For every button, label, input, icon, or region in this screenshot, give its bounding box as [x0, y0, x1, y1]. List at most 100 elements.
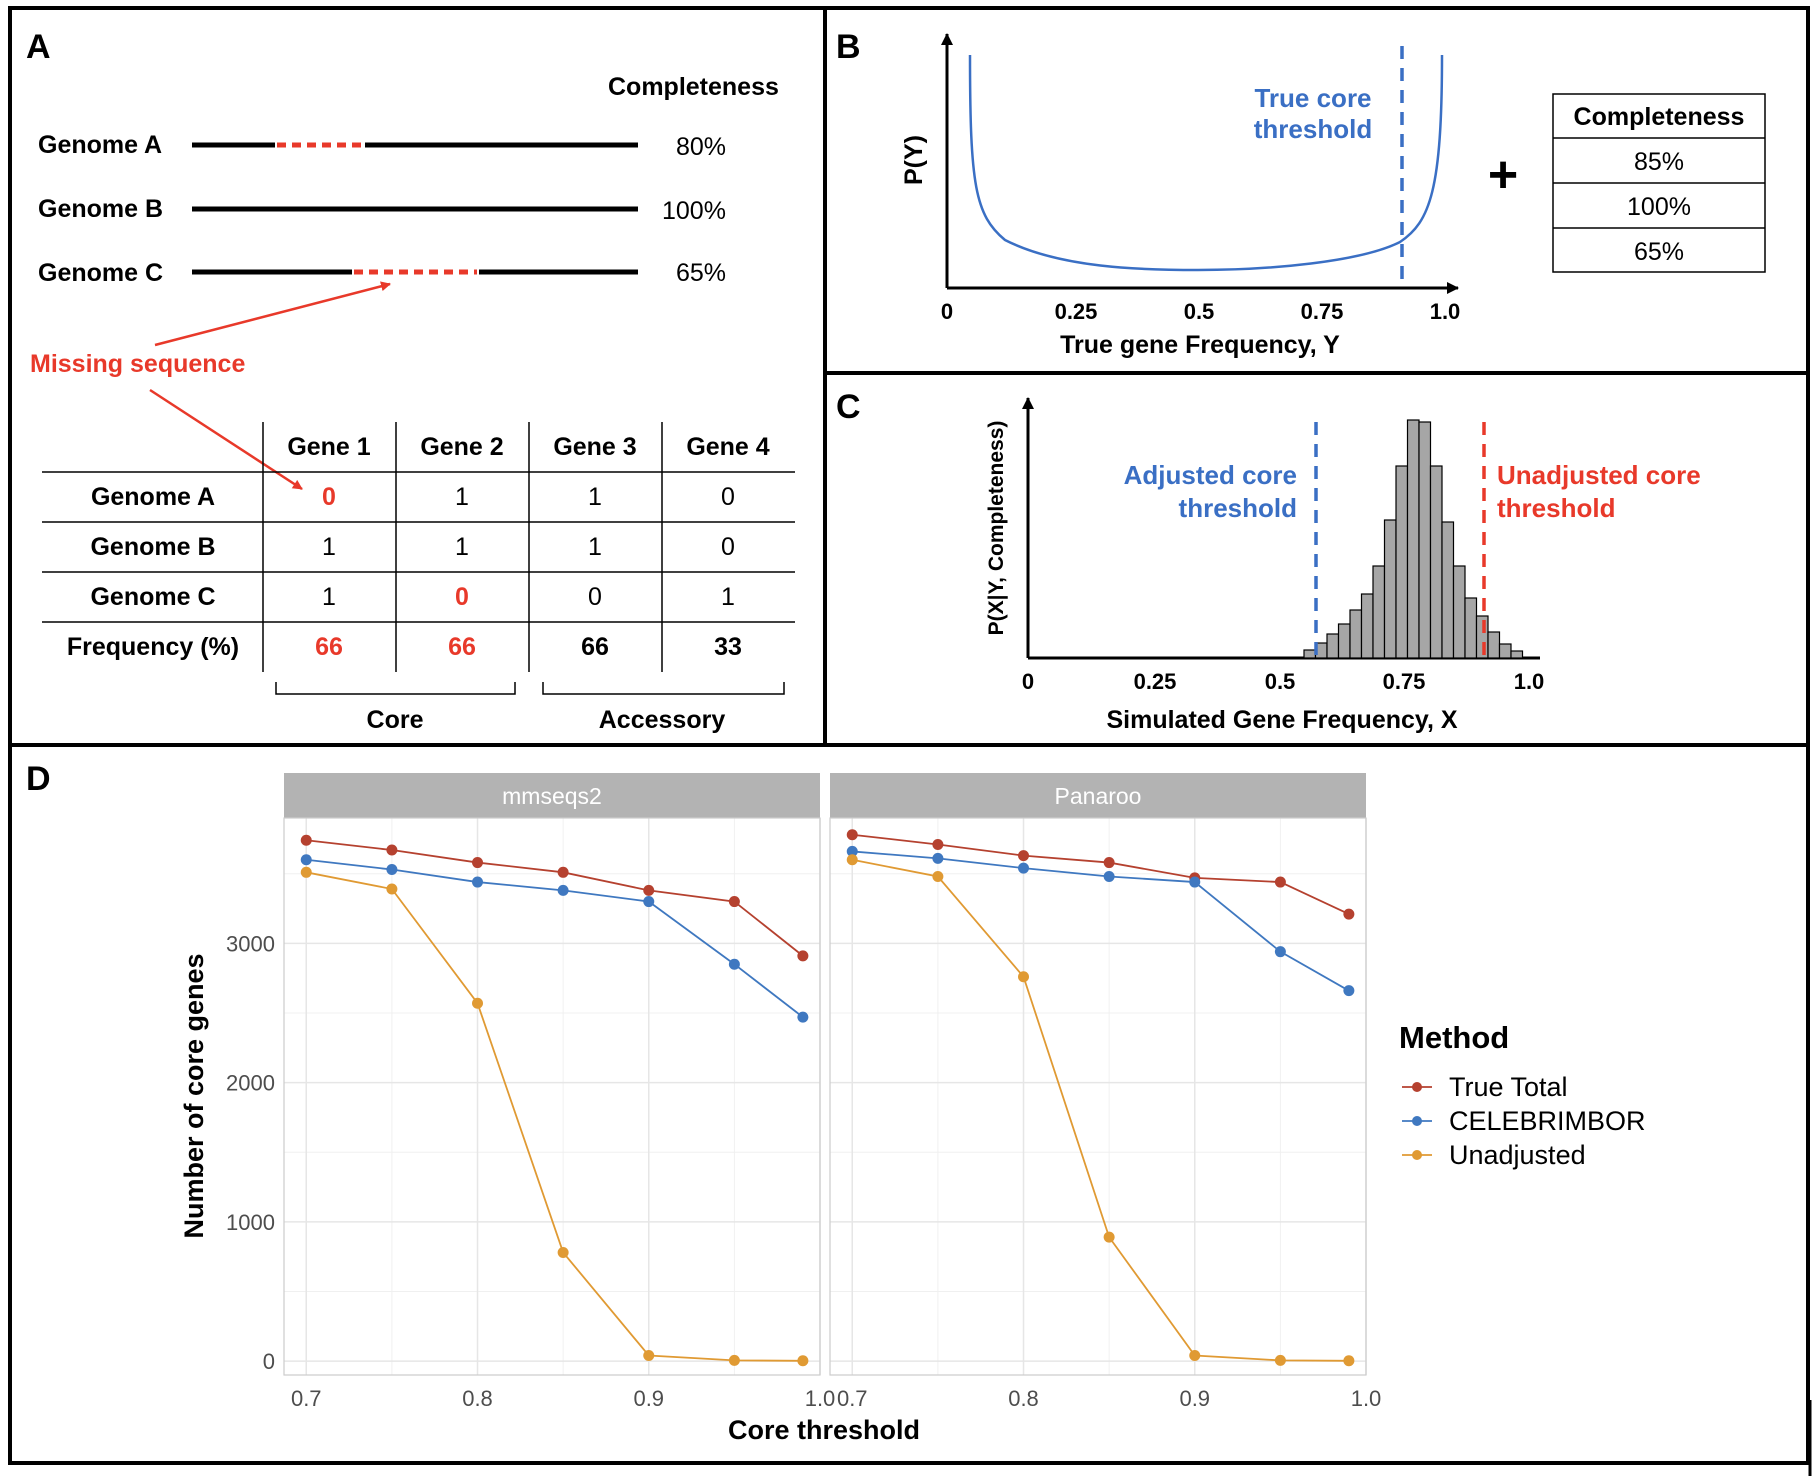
histogram-bar: [1452, 565, 1466, 659]
histogram-bar: [1303, 649, 1317, 659]
genome-b-completeness: 100%: [662, 197, 726, 225]
accessory-label: Accessory: [599, 706, 726, 734]
unadjusted-threshold-label-1: Unadjusted core: [1497, 460, 1701, 490]
series-line-unadjusted: [306, 871, 803, 1362]
missing-arrow-to-genome: [154, 281, 391, 347]
panel-d-frame: [8, 743, 1810, 1465]
series-line-celebrimbor: [306, 858, 804, 1018]
genome-a-completeness: 80%: [676, 133, 726, 161]
panel-c-tick: 0: [1022, 669, 1034, 694]
data-point: [1343, 908, 1355, 920]
true-core-threshold-label-2: threshold: [1254, 114, 1372, 144]
data-point: [1103, 870, 1115, 882]
histogram-bar: [1406, 419, 1420, 659]
x-tick-label: 0.9: [1179, 1386, 1210, 1411]
panel-b-letter: B: [836, 28, 861, 66]
facet-title-panaroo: Panaroo: [1055, 783, 1142, 809]
facet-panel-border: [829, 817, 1367, 1376]
x-tick-label: 0.7: [291, 1386, 322, 1411]
core-label: Core: [367, 706, 424, 734]
completeness-value: 65%: [1634, 238, 1684, 266]
col-header-gene-3: Gene 3: [553, 433, 636, 461]
col-header-gene-1: Gene 1: [287, 433, 370, 461]
u-shaped-frequency-curve: [968, 54, 1444, 272]
genome-b-label: Genome B: [38, 195, 163, 223]
panel-b-tick: 0: [941, 299, 953, 324]
cell: 0: [322, 483, 336, 511]
cell: 1: [721, 583, 735, 611]
histogram-bar: [1337, 623, 1351, 659]
data-point: [797, 950, 809, 962]
panel-c-tick: 0.25: [1134, 669, 1177, 694]
panel-c-tick: 1.0: [1514, 669, 1545, 694]
facet-panel-border: [283, 817, 821, 1376]
data-point: [846, 845, 858, 857]
data-point: [797, 1011, 809, 1023]
panel-b-tick: 0.5: [1184, 299, 1215, 324]
series-line-unadjusted: [852, 858, 1349, 1362]
facet-plot-panaroo: 0.7 0.8 0.9 1.0: [829, 817, 1381, 1411]
data-point: [557, 884, 569, 896]
data-point: [472, 857, 484, 869]
panel-b-y-label: P(Y): [900, 135, 928, 185]
completeness-header: Completeness: [608, 73, 779, 101]
histogram-bar: [1498, 643, 1512, 659]
panel-d-letter: D: [26, 760, 51, 798]
x-tick-label: 1.0: [805, 1386, 836, 1411]
legend-key-point: [1412, 1150, 1422, 1160]
plus-sign: +: [1488, 146, 1518, 204]
histogram-bar: [1349, 609, 1363, 659]
data-point: [932, 852, 944, 864]
row-label-frequency: Frequency (%): [67, 633, 239, 661]
cell: 0: [721, 533, 735, 561]
legend-label: Unadjusted: [1449, 1140, 1586, 1170]
unadjusted-threshold-label-2: threshold: [1497, 493, 1615, 523]
d-y-axis-label: Number of core genes: [179, 953, 209, 1238]
cell: 1: [322, 533, 336, 561]
histogram-bar: [1326, 633, 1340, 659]
row-label-genome-b: Genome B: [90, 533, 215, 561]
genome-c-completeness: 65%: [676, 259, 726, 287]
col-header-gene-2: Gene 2: [420, 433, 503, 461]
data-point: [1343, 985, 1355, 997]
data-point: [728, 958, 740, 970]
data-point: [643, 884, 655, 896]
x-tick-label: 0.9: [633, 1386, 664, 1411]
true-core-threshold-label-1: True core: [1254, 83, 1371, 113]
data-point: [728, 1354, 740, 1366]
facet-plot-mmseqs2: 0.7 0.8 0.9 1.0 0 1000 2000 3000: [226, 817, 836, 1411]
histogram-bar: [1372, 565, 1386, 659]
completeness-value: 100%: [1627, 193, 1691, 221]
genome-c-label: Genome C: [38, 259, 163, 287]
data-point: [1018, 971, 1030, 983]
data-point: [472, 997, 484, 1009]
legend-key-point: [1412, 1082, 1422, 1092]
cell: 1: [588, 483, 602, 511]
histogram-bar: [1510, 650, 1524, 659]
frequency-cell: 66: [448, 633, 476, 661]
data-point: [932, 870, 944, 882]
legend-key-point: [1412, 1116, 1422, 1126]
cell: 1: [588, 533, 602, 561]
histogram-bar: [1383, 519, 1397, 659]
legend-title: Method: [1399, 1020, 1509, 1055]
panel-b-tick: 1.0: [1430, 299, 1461, 324]
panel-c-tick: 0.75: [1383, 669, 1426, 694]
histogram-bar: [1487, 631, 1501, 659]
panel-a: Completeness Genome A 80% Genome B 100% …: [30, 73, 795, 734]
data-point: [386, 844, 398, 856]
data-point: [300, 854, 312, 866]
panel-c-x-label: Simulated Gene Frequency, X: [1106, 706, 1457, 734]
panel-b-tick: 0.25: [1055, 299, 1098, 324]
data-point: [1274, 1354, 1286, 1366]
gene-presence-table: Gene 1 Gene 2 Gene 3 Gene 4 Genome A 0 1…: [42, 422, 795, 734]
panel-c-tick: 0.5: [1265, 669, 1296, 694]
histogram-bar: [1360, 593, 1374, 659]
data-point: [728, 896, 740, 908]
frequency-cell: 33: [714, 633, 742, 661]
accessory-bracket: [542, 682, 785, 695]
data-point: [386, 883, 398, 895]
data-point: [386, 864, 398, 876]
legend: Method True Total CELEBRIMBOR Unadjusted: [1399, 1020, 1646, 1170]
